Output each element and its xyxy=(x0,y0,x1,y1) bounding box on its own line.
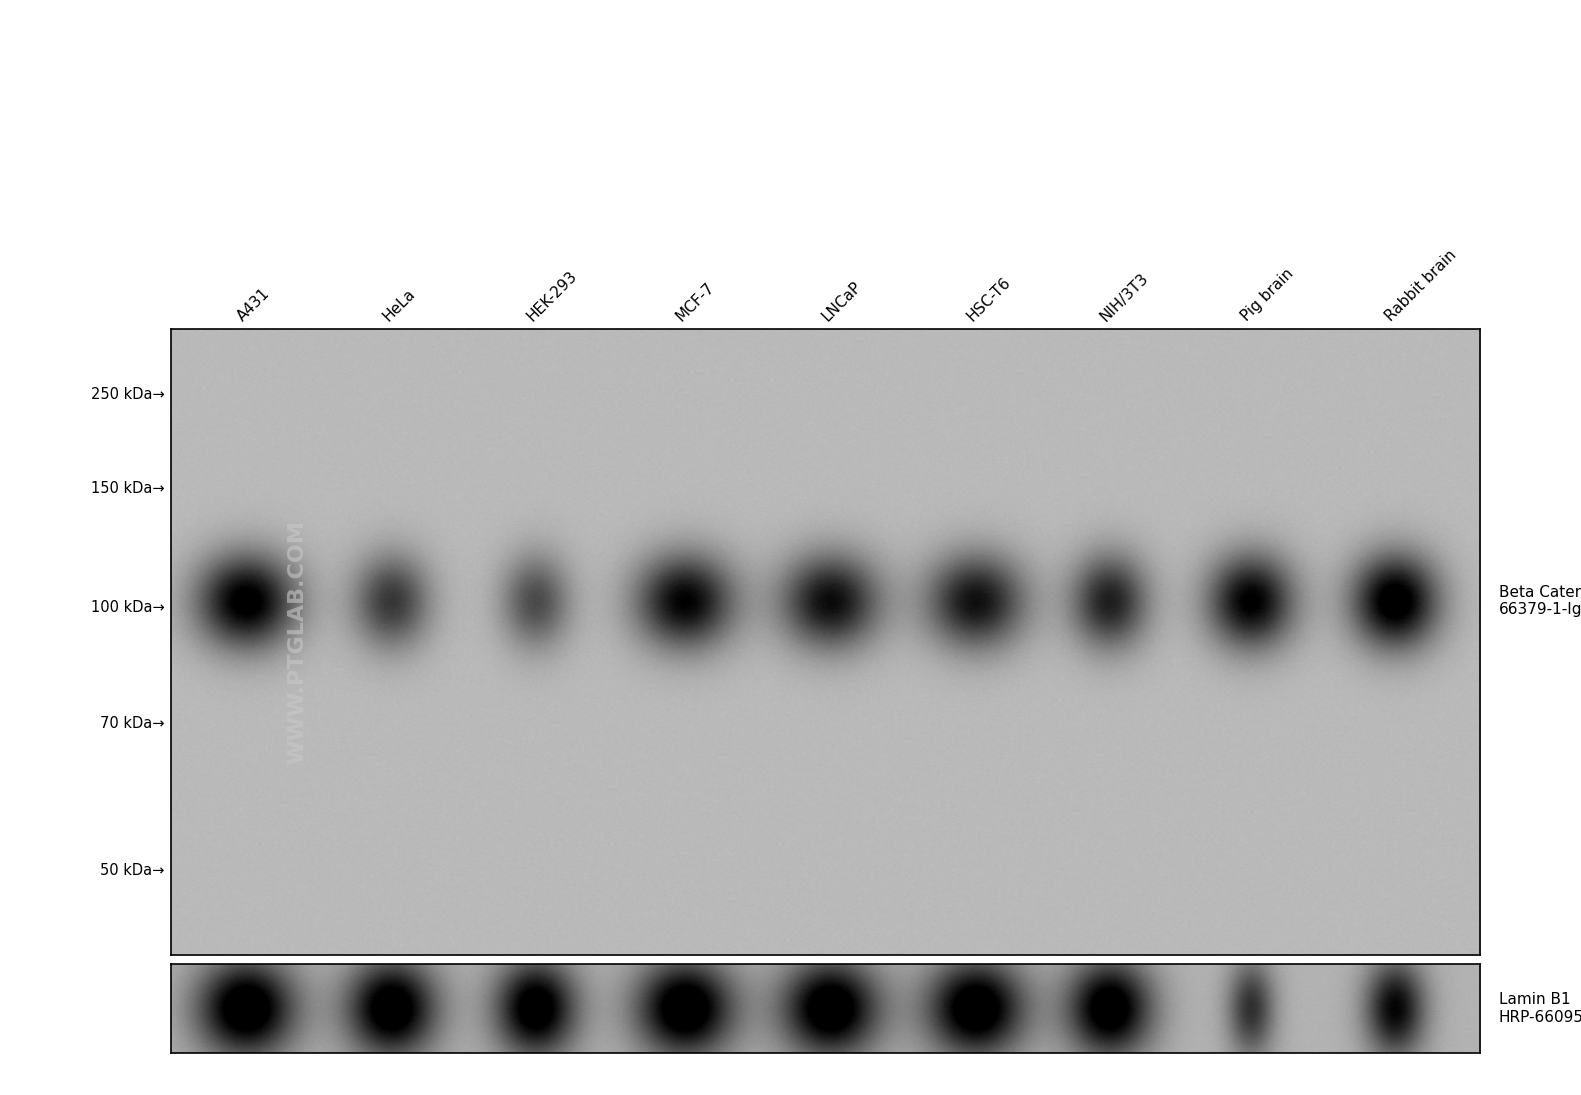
Text: Pig brain: Pig brain xyxy=(1240,266,1296,324)
Text: 50 kDa→: 50 kDa→ xyxy=(100,863,164,878)
Text: 250 kDa→: 250 kDa→ xyxy=(90,387,164,402)
Text: A431: A431 xyxy=(234,286,274,324)
Text: LNCaP: LNCaP xyxy=(819,279,863,324)
Text: Rabbit brain: Rabbit brain xyxy=(1383,247,1459,324)
Text: Lamin B1
HRP-66095: Lamin B1 HRP-66095 xyxy=(1499,992,1581,1025)
Text: HeLa: HeLa xyxy=(379,286,417,324)
Text: 100 kDa→: 100 kDa→ xyxy=(90,600,164,614)
Text: 150 kDa→: 150 kDa→ xyxy=(90,481,164,496)
Text: HSC-T6: HSC-T6 xyxy=(964,275,1013,324)
Text: WWW.PTGLAB.COM: WWW.PTGLAB.COM xyxy=(288,520,307,763)
Text: 70 kDa→: 70 kDa→ xyxy=(100,716,164,730)
Text: NIH/3T3: NIH/3T3 xyxy=(1097,270,1151,324)
Text: Beta Catenin
66379-1-Ig: Beta Catenin 66379-1-Ig xyxy=(1499,585,1581,618)
Text: HEK-293: HEK-293 xyxy=(523,268,580,324)
Text: MCF-7: MCF-7 xyxy=(674,280,718,324)
